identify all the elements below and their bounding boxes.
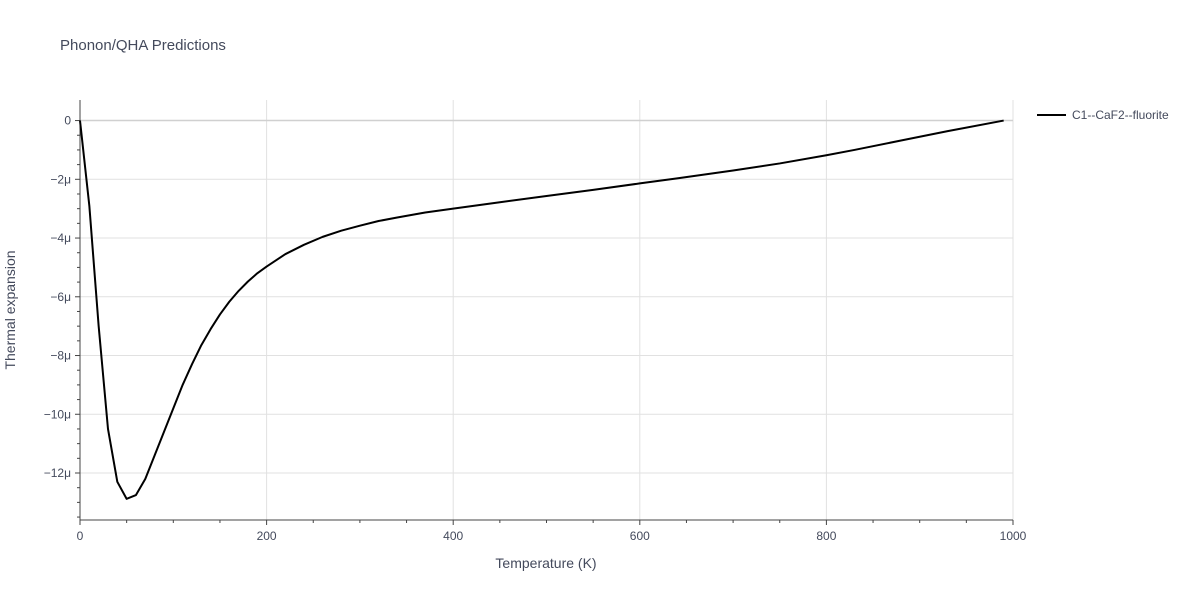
- y-tick-labels: 0 −2μ −4μ −6μ −8μ −10μ −12μ: [44, 114, 72, 480]
- y-tick-label: −2μ: [50, 172, 71, 186]
- y-tick-label: −4μ: [50, 231, 71, 245]
- axes: [75, 100, 1014, 525]
- y-tick-label: −6μ: [50, 290, 71, 304]
- legend-label: C1--CaF2--fluorite: [1072, 108, 1169, 122]
- x-tick-label: 1000: [1000, 529, 1027, 543]
- plot-area: [79, 119, 1004, 500]
- x-tick-labels: 0 200 400 600 800 1000: [77, 529, 1027, 543]
- x-tick-label: 0: [77, 529, 84, 543]
- y-tick-label: 0: [64, 114, 71, 128]
- y-axis-title: Thermal expansion: [2, 250, 18, 369]
- x-tick-label: 200: [257, 529, 277, 543]
- grid: [80, 100, 1014, 520]
- y-tick-label: −12μ: [44, 466, 71, 480]
- legend[interactable]: C1--CaF2--fluorite: [1037, 108, 1169, 122]
- x-tick-label: 800: [816, 529, 836, 543]
- y-tick-label: −8μ: [50, 349, 71, 363]
- x-axis-title: Temperature (K): [495, 555, 596, 571]
- y-tick-label: −10μ: [44, 407, 71, 421]
- series-line: [79, 119, 1004, 500]
- chart-title: Phonon/QHA Predictions: [60, 37, 226, 54]
- x-tick-label: 600: [630, 529, 650, 543]
- x-tick-label: 400: [443, 529, 463, 543]
